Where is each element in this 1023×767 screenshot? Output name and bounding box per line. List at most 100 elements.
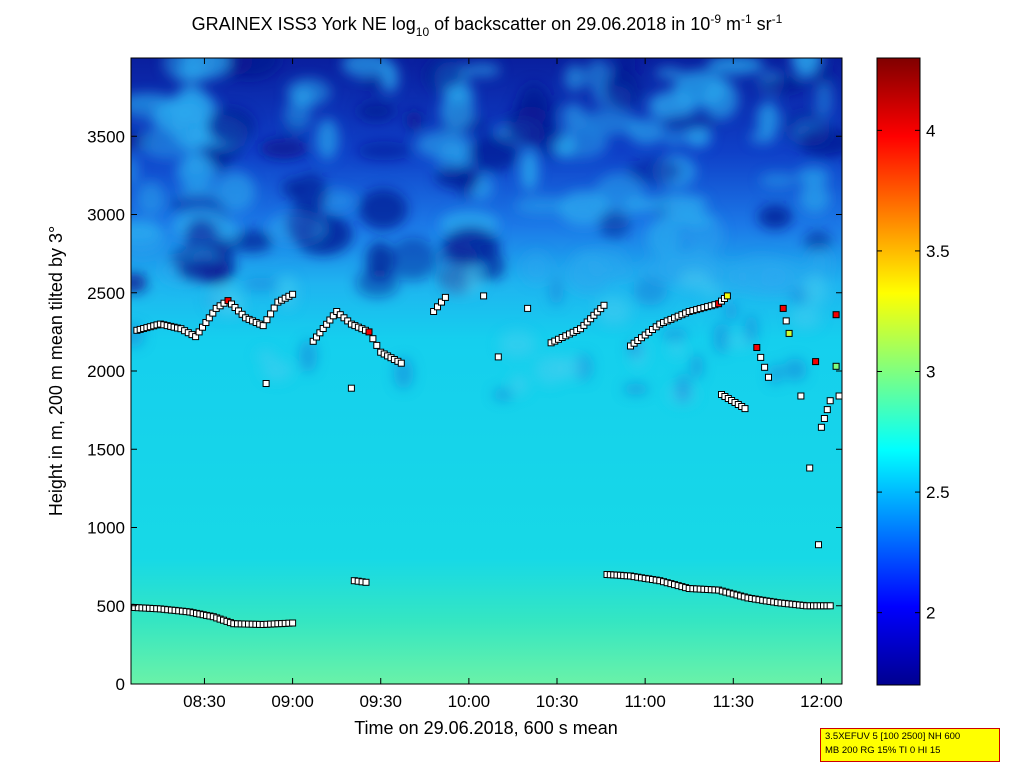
heatmap-cell	[799, 127, 842, 158]
heatmap-cell	[758, 204, 793, 229]
data-point-marker	[524, 304, 532, 312]
heatmap-cell	[617, 58, 636, 80]
data-point-marker	[765, 373, 772, 381]
heatmap-cell	[627, 158, 682, 185]
heatmap-cell	[726, 333, 753, 349]
heatmap-cell	[675, 373, 691, 403]
y-tick-label: 0	[116, 675, 125, 694]
y-tick-label: 3500	[87, 127, 125, 146]
heatmap-cell	[685, 212, 724, 257]
heatmap-cell	[360, 75, 385, 90]
heatmap-cell	[661, 329, 688, 341]
heatmap-cell	[633, 276, 668, 306]
heatmap-cell	[493, 388, 513, 402]
heatmap-cell	[678, 270, 712, 290]
heatmap-cell	[627, 118, 666, 145]
data-point-marker	[812, 358, 820, 366]
heatmap-cell	[261, 359, 293, 382]
data-point-marker	[757, 353, 765, 361]
heatmap-cell	[423, 59, 465, 92]
heatmap-cell	[230, 229, 273, 253]
heatmap-cell	[357, 101, 396, 122]
data-point-marker	[815, 541, 822, 549]
heatmap-cell	[286, 77, 331, 107]
y-tick-label: 1500	[87, 440, 125, 459]
x-tick-label: 11:30	[713, 692, 754, 711]
heatmap-cell	[789, 305, 822, 330]
heatmap-cell	[673, 70, 727, 108]
heatmap-cell	[381, 62, 399, 93]
heatmap-cell	[137, 181, 165, 216]
heatmap-cell	[646, 217, 683, 259]
heatmap-cell	[566, 254, 611, 294]
data-point-marker	[267, 310, 275, 318]
heatmap-cell	[668, 341, 685, 358]
data-point-marker	[441, 293, 449, 301]
data-point-marker	[761, 363, 769, 371]
data-point-marker	[785, 329, 793, 337]
heatmap-texture	[131, 58, 842, 406]
heatmap-cell	[207, 107, 255, 145]
x-tick-label: 08:30	[183, 692, 226, 711]
heatmap-cell	[176, 154, 218, 190]
y-tick-label: 2500	[87, 284, 125, 303]
heatmap-cell	[598, 209, 630, 239]
heatmap-cell	[439, 90, 475, 131]
x-axis-label: Time on 29.06.2018, 600 s mean	[354, 718, 618, 738]
x-tick-label: 12:00	[800, 692, 843, 711]
heatmap-cell	[684, 125, 712, 148]
data-point-marker	[832, 311, 840, 319]
heatmap-cell	[184, 218, 219, 257]
heatmap-cell	[804, 230, 831, 253]
heatmap-cell	[463, 63, 501, 77]
heatmap-cell	[299, 339, 318, 373]
x-tick-label: 11:00	[625, 692, 666, 711]
heatmap-cell	[221, 220, 239, 241]
heatmap-cell	[131, 273, 148, 293]
colorbar-tick-label: 3.5	[926, 242, 950, 261]
y-tick-label: 2000	[87, 362, 125, 381]
heatmap-cell	[520, 149, 539, 192]
heatmap-cell	[284, 98, 312, 131]
heatmap-cell	[177, 257, 230, 282]
data-point-marker	[741, 405, 749, 413]
data-point-marker	[806, 464, 814, 472]
heatmap-cell	[690, 353, 704, 379]
colorbar-ticks: 2 2.5 3 3.5 4	[877, 121, 950, 623]
chart-title: GRAINEX ISS3 York NE log10 of backscatte…	[192, 12, 783, 39]
heatmap-cell	[498, 330, 537, 359]
heatmap-cell	[131, 93, 179, 120]
heatmap-cell	[465, 264, 483, 294]
data-point-marker	[823, 406, 831, 414]
data-point-marker	[797, 392, 805, 400]
heatmap-cell	[807, 246, 832, 281]
x-axis-ticks: 08:30 09:00 09:30 10:00 10:30 11:00 11:30 12:00	[183, 58, 843, 711]
y-tick-label: 500	[97, 597, 125, 616]
heatmap-cell	[442, 227, 500, 267]
heatmap-cell	[760, 260, 810, 297]
cloud-base-markers	[131, 290, 842, 628]
heatmap-area	[131, 58, 842, 684]
heatmap-cell	[256, 349, 276, 363]
heatmap-cell	[749, 130, 776, 144]
heatmap-cell	[783, 358, 807, 382]
heatmap-cell	[549, 275, 564, 306]
data-point-marker	[373, 341, 381, 349]
heatmap-cell	[341, 58, 391, 78]
data-point-marker	[365, 328, 373, 336]
info-line-2: MB 200 RG 15% TI 0 HI 15	[825, 745, 941, 756]
data-point-marker	[263, 316, 271, 324]
heatmap-cell	[514, 196, 572, 215]
heatmap-cell	[564, 64, 586, 92]
heatmap-cell	[579, 109, 639, 136]
heatmap-cell	[661, 114, 718, 130]
data-point-marker	[369, 335, 377, 343]
colorbar-tick-label: 4	[926, 121, 935, 140]
data-point-marker	[270, 304, 278, 312]
heatmap-cell	[259, 138, 309, 159]
data-point-marker	[779, 304, 787, 312]
data-point-marker	[817, 423, 825, 431]
heatmap-cell	[242, 277, 280, 291]
processing-info-box: 3.5XEFUV 5 [100 2500] NH 600 MB 200 RG 1…	[820, 728, 1000, 762]
